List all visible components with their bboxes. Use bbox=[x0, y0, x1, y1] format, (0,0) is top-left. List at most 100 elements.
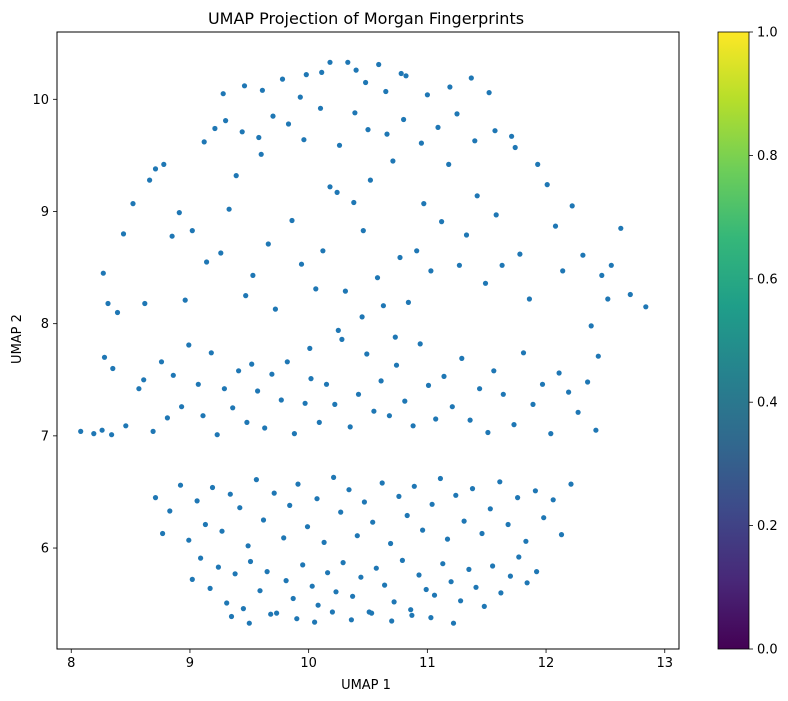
data-point bbox=[91, 431, 97, 437]
x-axis-ticks: 8 9 10 11 12 13 bbox=[67, 649, 673, 671]
data-point bbox=[209, 484, 216, 491]
colorbar-tick-label: 0.2 bbox=[757, 519, 778, 534]
y-tick-label: 6 bbox=[41, 542, 49, 557]
data-point bbox=[552, 223, 559, 229]
data-point bbox=[152, 166, 159, 172]
data-point bbox=[232, 571, 238, 577]
data-point bbox=[287, 502, 293, 508]
data-point bbox=[278, 397, 284, 403]
colorbar-tick-label: 1.0 bbox=[757, 26, 778, 41]
x-tick-label: 12 bbox=[538, 656, 555, 671]
data-point bbox=[327, 59, 333, 65]
data-point bbox=[176, 210, 182, 216]
data-point bbox=[403, 73, 409, 79]
data-point bbox=[142, 300, 148, 307]
data-point bbox=[618, 225, 624, 231]
data-point bbox=[350, 593, 356, 599]
data-point bbox=[402, 398, 408, 404]
data-point bbox=[446, 161, 452, 167]
data-point bbox=[312, 619, 318, 625]
data-point bbox=[500, 391, 506, 397]
data-point bbox=[376, 61, 382, 68]
data-point bbox=[558, 532, 565, 538]
data-point bbox=[346, 487, 352, 493]
data-point bbox=[150, 428, 156, 434]
data-point bbox=[285, 121, 292, 127]
data-point bbox=[327, 184, 333, 190]
data-point bbox=[431, 592, 438, 598]
data-point bbox=[485, 429, 491, 436]
data-point bbox=[390, 158, 396, 164]
data-point bbox=[120, 231, 127, 237]
data-point bbox=[420, 527, 426, 533]
data-point bbox=[218, 250, 224, 256]
data-points bbox=[78, 59, 649, 626]
data-point bbox=[466, 566, 472, 573]
data-point bbox=[441, 373, 447, 379]
data-point bbox=[364, 351, 370, 357]
data-point bbox=[182, 297, 188, 303]
data-point bbox=[323, 381, 330, 387]
data-point bbox=[389, 618, 395, 624]
data-point bbox=[271, 490, 277, 496]
data-point bbox=[428, 615, 434, 621]
data-point bbox=[295, 481, 301, 487]
data-point bbox=[245, 543, 251, 549]
data-point bbox=[189, 576, 195, 583]
data-point bbox=[239, 129, 245, 135]
data-point bbox=[593, 427, 599, 433]
data-point bbox=[459, 355, 465, 361]
data-point bbox=[223, 118, 229, 124]
data-point bbox=[160, 530, 166, 537]
data-point bbox=[307, 345, 313, 351]
data-point bbox=[257, 588, 263, 594]
data-point bbox=[524, 580, 530, 586]
data-point bbox=[204, 259, 210, 265]
data-point bbox=[379, 480, 385, 486]
data-point bbox=[456, 262, 462, 268]
data-point bbox=[560, 268, 566, 274]
data-point bbox=[568, 481, 574, 487]
data-point bbox=[404, 512, 410, 519]
data-point bbox=[469, 486, 476, 492]
data-point bbox=[499, 262, 505, 268]
data-point bbox=[440, 561, 446, 567]
y-tick-label: 7 bbox=[41, 429, 49, 444]
data-point bbox=[264, 569, 270, 575]
data-point bbox=[215, 564, 221, 570]
data-point bbox=[447, 84, 453, 90]
data-point bbox=[320, 248, 326, 254]
data-point bbox=[418, 140, 424, 146]
data-point bbox=[548, 431, 554, 437]
data-point bbox=[109, 432, 115, 438]
data-point bbox=[260, 517, 267, 523]
data-point bbox=[408, 607, 414, 613]
data-point bbox=[398, 70, 404, 77]
data-point bbox=[272, 306, 278, 312]
data-point bbox=[110, 365, 116, 372]
data-point bbox=[243, 293, 249, 299]
data-point bbox=[99, 427, 105, 433]
data-point bbox=[550, 497, 556, 503]
data-point bbox=[321, 539, 327, 546]
data-point bbox=[136, 386, 142, 392]
chart-title: UMAP Projection of Morgan Fingerprints bbox=[208, 9, 524, 28]
data-point bbox=[424, 92, 430, 98]
data-point bbox=[490, 563, 496, 569]
data-point bbox=[284, 359, 290, 365]
data-point bbox=[170, 372, 176, 378]
data-point bbox=[374, 275, 381, 281]
data-point bbox=[304, 524, 311, 530]
data-point bbox=[378, 378, 384, 384]
data-point bbox=[486, 90, 492, 96]
y-tick-label: 10 bbox=[32, 93, 49, 108]
data-point bbox=[161, 161, 167, 167]
data-point bbox=[566, 389, 572, 395]
data-point bbox=[453, 492, 459, 498]
data-point bbox=[301, 137, 307, 143]
data-point bbox=[511, 422, 517, 428]
data-point bbox=[316, 419, 322, 425]
data-point bbox=[477, 386, 483, 392]
data-point bbox=[556, 370, 562, 376]
data-point bbox=[236, 368, 242, 374]
